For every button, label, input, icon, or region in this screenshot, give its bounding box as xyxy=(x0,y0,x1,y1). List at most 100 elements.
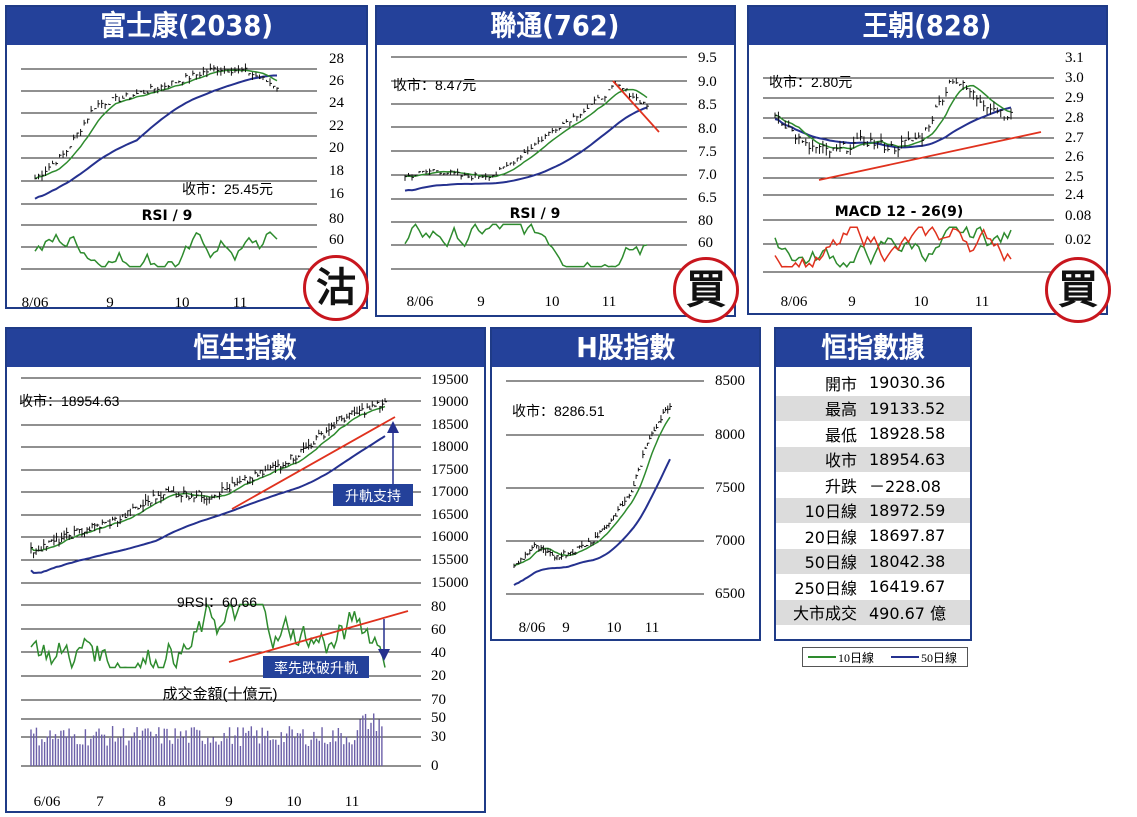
lt-ytick: 8.5 xyxy=(698,97,717,113)
hsi-xtick: 10 xyxy=(287,794,302,810)
hsi-chart: 升軌支持 率先跌破升軌 收市：18954.63 9RSI：60.66 成交金額(… xyxy=(19,372,469,810)
lt-panel: 聯通(762) 收市：8.47元 RSI / 9 9.5 9.0 8.5 8.0… xyxy=(375,5,739,323)
stats-table: 開市 19030.36 最高 19133.52 最低 18928.58 收市 18954… xyxy=(776,370,970,625)
hshare-xtick: 8/06 xyxy=(519,620,546,636)
wc-xtick: 8/06 xyxy=(781,294,808,310)
oscillator-line xyxy=(774,226,1012,269)
lt-xtick: 8/06 xyxy=(407,294,434,310)
hshare-xtick: 10 xyxy=(607,620,622,636)
stat-label: 大市成交 xyxy=(776,599,863,625)
lt-close-label: 收市：8.47元 xyxy=(393,77,476,93)
hshare-ytick: 7000 xyxy=(715,533,745,549)
hshare-ytick: 7500 xyxy=(715,480,745,496)
hsi-ytick: 19500 xyxy=(431,372,469,388)
fsk-ytick: 18 xyxy=(329,163,344,179)
hsi-ytick: 17500 xyxy=(431,462,469,478)
wc-trend-line xyxy=(818,131,1042,181)
hsi-xtick: 11 xyxy=(345,794,359,810)
hsi-ytick: 18000 xyxy=(431,439,469,455)
table-row: 最低 18928.58 xyxy=(776,421,970,447)
lt-ind-tick: 80 xyxy=(698,213,713,229)
legend-label: 50日線 xyxy=(921,651,958,665)
hsi-rsi-tick: 40 xyxy=(431,645,446,661)
hshare-ytick: 8500 xyxy=(715,373,745,389)
table-row: 收市 18954.63 xyxy=(776,446,970,472)
hsi-rsi-tick: 80 xyxy=(431,599,446,615)
wc-chart: 收市：2.80元 MACD 12 - 26(9) 3.1 3.0 2.9 2.8… xyxy=(763,50,1091,310)
stat-label: 20日線 xyxy=(804,527,857,547)
stat-value: 18972.59 xyxy=(862,497,970,523)
stats-panel: 恒指數據 開市 19030.36 最高 19133.52 最低 18928.58 收市… xyxy=(774,327,972,641)
fsk-title: 富士康(2038) xyxy=(7,7,366,45)
hsi-ytick: 16500 xyxy=(431,507,469,523)
hsi-panel: 恒生指數 升軌支持 率先跌破升軌 收市：18954.63 9RSI：60.66 … xyxy=(5,327,486,813)
hsi-ytick: 18500 xyxy=(431,417,469,433)
hsi-ytick: 15000 xyxy=(431,575,469,591)
buy-stamp: 買 xyxy=(673,257,739,323)
fsk-panel: 富士康(2038) 收市：25.45元 RSI / 9 28 26 24 22 … xyxy=(5,5,369,321)
hshare-xtick: 9 xyxy=(562,620,570,636)
hsi-title: 恒生指數 xyxy=(7,329,484,367)
oscillator-line xyxy=(30,602,386,670)
hsi-vol-tick: 50 xyxy=(431,710,446,726)
ma-long-line xyxy=(30,435,386,574)
wc-ytick: 2.9 xyxy=(1065,90,1084,106)
hsi-arrow-down-icon xyxy=(378,649,390,661)
stat-label: 10日線 xyxy=(776,497,863,523)
ma-long-line xyxy=(404,106,648,192)
table-row: 50日線 18042.38 xyxy=(776,548,970,574)
hshare-ytick: 8000 xyxy=(715,427,745,443)
wc-ytick: 2.8 xyxy=(1065,110,1084,126)
ma-long-line xyxy=(34,74,278,200)
wc-xtick: 9 xyxy=(848,294,856,310)
hshare-xtick: 11 xyxy=(645,620,659,636)
lt-ytick: 6.5 xyxy=(698,190,717,206)
hsi-ytick: 16000 xyxy=(431,529,469,545)
ma-short-line xyxy=(404,88,648,178)
wc-indicator-label: MACD 12 - 26(9) xyxy=(835,204,964,220)
hsi-close-label: 收市：18954.63 xyxy=(19,393,120,409)
table-row: 最高 19133.52 xyxy=(776,395,970,421)
lt-xtick: 11 xyxy=(602,294,616,310)
table-row: 10日線 18972.59 xyxy=(776,497,970,523)
hsi-xtick: 6/06 xyxy=(34,794,61,810)
hsi-arrow-head-icon xyxy=(387,421,399,433)
fsk-xtick: 8/06 xyxy=(22,295,49,311)
table-row: 大市成交 490.67 億 xyxy=(776,599,970,625)
hshare-panel: H股指數 收市：8286.51 8500 8000 7500 7000 6500… xyxy=(490,327,761,641)
wc-close-label: 收市：2.80元 xyxy=(769,74,852,90)
lt-title: 聯通(762) xyxy=(377,7,734,45)
fsk-ind-tick: 80 xyxy=(329,211,344,227)
hsi-vol-tick: 30 xyxy=(431,729,446,745)
lt-ytick: 9.0 xyxy=(698,74,717,90)
lt-ytick: 9.5 xyxy=(698,50,717,66)
legend-label: 10日線 xyxy=(838,651,875,665)
hsi-rsi-tick: 60 xyxy=(431,622,446,638)
hshare-ytick: 6500 xyxy=(715,586,745,602)
hsi-ytick: 17000 xyxy=(431,484,469,500)
stat-label: 最低 xyxy=(824,425,857,445)
table-row: 開市 19030.36 xyxy=(776,370,970,396)
fsk-ind-tick: 60 xyxy=(329,232,344,248)
hshare-chart: 收市：8286.51 8500 8000 7500 7000 6500 8/06… xyxy=(506,373,745,636)
hshare-title: H股指數 xyxy=(492,329,759,367)
stat-label: 250日線 xyxy=(794,578,857,598)
stat-value: 18928.58 xyxy=(868,424,946,444)
hsi-break-text: 率先跌破升軌 xyxy=(274,660,358,676)
oscillator-line xyxy=(774,225,1012,268)
fsk-xtick: 9 xyxy=(106,295,114,311)
wc-ytick: 3.1 xyxy=(1065,50,1084,66)
hsi-rsi-tick: 20 xyxy=(431,668,446,684)
lt-indicator-label: RSI / 9 xyxy=(510,206,561,222)
table-row: 250日線 16419.67 xyxy=(776,574,970,600)
wc-ytick: 2.5 xyxy=(1065,169,1084,185)
ma-short-line xyxy=(513,416,671,567)
fsk-indicator-label: RSI / 9 xyxy=(142,208,193,224)
wc-title: 王朝(828) xyxy=(749,7,1106,45)
hsi-turnover-label: 成交金額(十億元) xyxy=(163,685,278,703)
hsi-support-callout xyxy=(333,484,413,506)
stat-value: 490.67 億 xyxy=(862,599,970,625)
oscillator-line xyxy=(34,231,278,268)
table-row: 20日線 18697.87 xyxy=(776,523,970,549)
stat-value: 18042.38 xyxy=(862,548,970,574)
